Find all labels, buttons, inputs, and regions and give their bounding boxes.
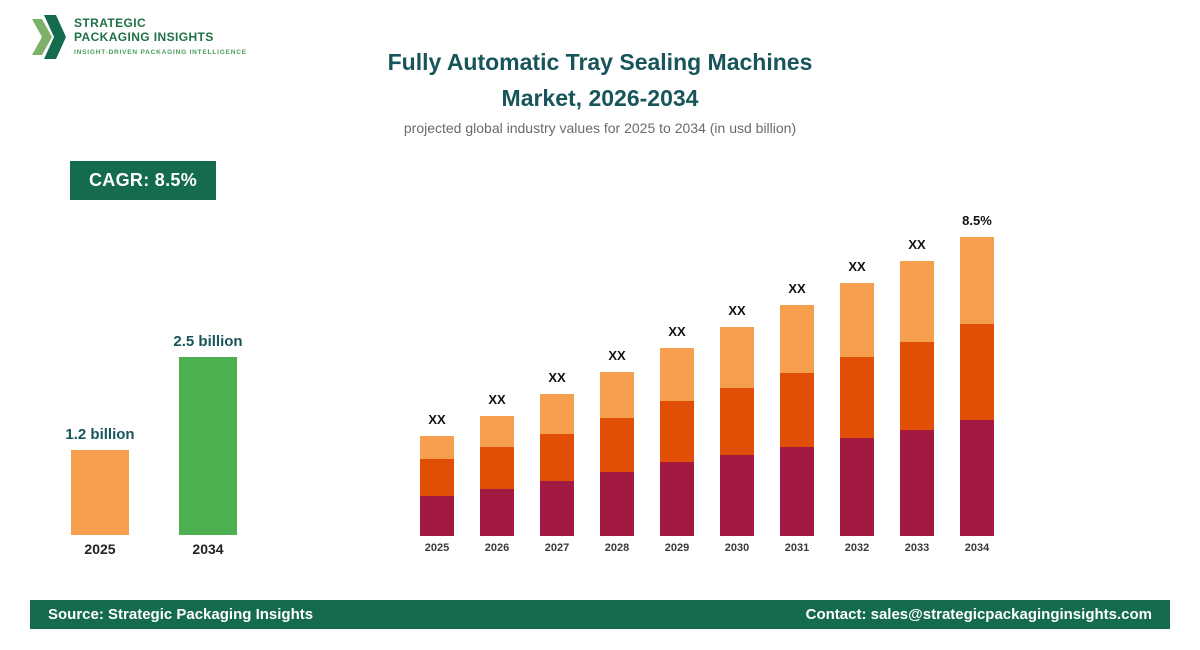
bottom-segment (600, 472, 634, 536)
stacked-bar-2027 (540, 394, 574, 536)
stacked-bar-2029 (660, 348, 694, 536)
page-title-line1: Fully Automatic Tray Sealing Machines (387, 49, 813, 75)
stacked-bar-column-2033: XX 2033 (887, 206, 947, 560)
footer-contact: Contact: sales@strategicpackaginginsight… (805, 606, 1152, 623)
footer-bar: Source: Strategic Packaging Insights Con… (30, 600, 1170, 629)
bar-value-label: 1.2 billion (65, 426, 135, 443)
top-segment (420, 436, 454, 459)
middle-segment (840, 357, 874, 438)
middle-segment (960, 324, 994, 420)
chevron-logo-icon (32, 14, 66, 65)
logo-tagline: INSIGHT-DRIVEN PACKAGING INTELLIGENCE (74, 49, 247, 56)
middle-segment (480, 447, 514, 489)
page-title-line2: Market, 2026-2034 (501, 85, 699, 111)
bar-top-label: XX (788, 281, 806, 296)
logo-name-line2: PACKAGING INSIGHTS (74, 30, 214, 44)
stacked-bar-column-2025: XX 2025 (407, 206, 467, 560)
bar-column-2025: 1.2 billion 2025 (58, 315, 142, 561)
top-segment (660, 348, 694, 401)
bottom-segment (420, 496, 454, 536)
top-segment (540, 394, 574, 434)
bar-category-label: 2027 (544, 542, 570, 554)
bar-2025 (71, 450, 129, 535)
stacked-bar-column-2031: XX 2031 (767, 206, 827, 560)
bar-category-label: 2025 (84, 541, 116, 557)
footer-source: Source: Strategic Packaging Insights (48, 606, 314, 623)
stacked-bar-2026 (480, 416, 514, 536)
bar-category-label: 2034 (964, 542, 990, 554)
stacked-bar-column-2029: XX 2029 (647, 206, 707, 560)
bar-top-label: XX (608, 348, 626, 363)
logo-name-line1: STRATEGIC (74, 16, 147, 30)
stacked-bar-2030 (720, 327, 754, 536)
middle-segment (720, 388, 754, 455)
top-segment (600, 372, 634, 418)
middle-segment (900, 342, 934, 430)
bar-value-label: 2.5 billion (173, 333, 243, 350)
bar-category-label: 2025 (424, 542, 450, 554)
top-segment (900, 261, 934, 342)
stacked-bar-column-2030: XX 2030 (707, 206, 767, 560)
top-segment (840, 283, 874, 357)
bar-category-label: 2030 (724, 542, 750, 554)
stacked-bar-column-2027: XX 2027 (527, 206, 587, 560)
stacked-bar-2031 (780, 305, 814, 536)
stacked-bar-column-2034: 8.5% 2034 (947, 206, 1007, 560)
stacked-bar-2033 (900, 261, 934, 536)
bar-2034 (179, 357, 237, 535)
bar-top-label: XX (428, 412, 446, 427)
top-segment (780, 305, 814, 373)
middle-segment (600, 418, 634, 472)
middle-segment (540, 434, 574, 481)
bar-top-label: XX (668, 324, 686, 339)
stacked-bar-column-2026: XX 2026 (467, 206, 527, 560)
bar-category-label: 2034 (192, 541, 224, 557)
top-segment (720, 327, 754, 388)
bottom-segment (780, 447, 814, 536)
stacked-bar-column-2032: XX 2032 (827, 206, 887, 560)
bar-category-label: 2031 (784, 542, 810, 554)
bottom-segment (960, 420, 994, 536)
middle-segment (420, 459, 454, 496)
brand-logo: STRATEGIC PACKAGING INSIGHTS INSIGHT-DRI… (32, 14, 247, 65)
stacked-bar-2025 (420, 436, 454, 536)
top-segment (480, 416, 514, 447)
bar-column-2034: 2.5 billion 2034 (166, 315, 250, 561)
bar-category-label: 2032 (844, 542, 870, 554)
page-subtitle: projected global industry values for 202… (403, 120, 797, 136)
bar-top-label: XX (488, 392, 506, 407)
bar-top-label: XX (548, 370, 566, 385)
bottom-segment (840, 438, 874, 536)
stacked-bar-2028 (600, 372, 634, 536)
bar-top-label: 8.5% (962, 213, 992, 228)
bar-category-label: 2026 (484, 542, 510, 554)
bottom-segment (660, 462, 694, 536)
bar-category-label: 2029 (664, 542, 690, 554)
stacked-bar-chart: XX 2025 XX 2026 XX 2027 XX 2028 XX 2029 XX 2030 XX 20… (407, 206, 1007, 560)
cagr-badge: CAGR: 8.5% (70, 161, 217, 200)
bar-top-label: XX (908, 237, 926, 252)
stacked-bar-2032 (840, 283, 874, 536)
bar-top-label: XX (848, 259, 866, 274)
bar-top-label: XX (728, 303, 746, 318)
bottom-segment (900, 430, 934, 536)
middle-segment (660, 401, 694, 462)
middle-segment (780, 373, 814, 447)
bar-category-label: 2033 (904, 542, 930, 554)
growth-comparison-chart: 1.2 billion 2025 2.5 billion 2034 (58, 315, 250, 561)
bottom-segment (480, 489, 514, 536)
stacked-bar-2034 (960, 237, 994, 536)
header: Fully Automatic Tray Sealing Machines Ma… (250, 44, 950, 136)
bar-category-label: 2028 (604, 542, 630, 554)
bottom-segment (720, 455, 754, 536)
bottom-segment (540, 481, 574, 536)
stacked-bar-column-2028: XX 2028 (587, 206, 647, 560)
top-segment (960, 237, 994, 324)
